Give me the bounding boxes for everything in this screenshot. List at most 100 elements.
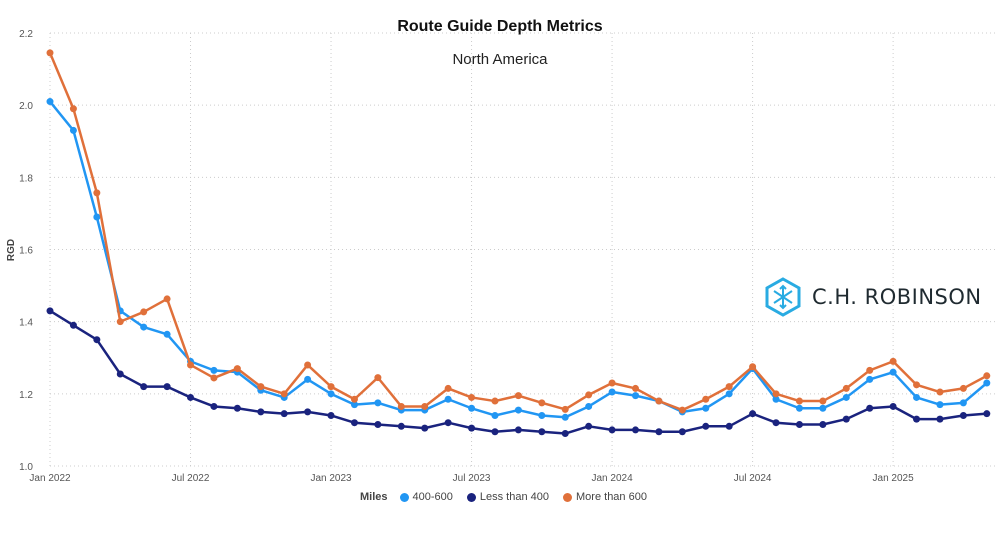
data-point xyxy=(842,393,850,401)
y-tick-label: 1.6 xyxy=(19,246,33,257)
data-point xyxy=(93,189,101,197)
data-point xyxy=(69,321,77,329)
data-point xyxy=(725,422,733,430)
data-point xyxy=(866,375,874,383)
data-point xyxy=(468,424,476,432)
data-point xyxy=(608,388,616,396)
data-point xyxy=(608,426,616,434)
data-point xyxy=(632,384,639,392)
data-point xyxy=(913,393,921,401)
data-point xyxy=(444,419,452,427)
data-point xyxy=(936,388,944,396)
data-point xyxy=(233,404,241,412)
legend-item-400-600[interactable]: 400-600 xyxy=(399,491,453,503)
x-tick-label: Jul 2022 xyxy=(172,473,210,484)
y-tick-label: 1.8 xyxy=(19,173,33,184)
data-point xyxy=(725,383,733,391)
data-point xyxy=(959,384,967,392)
data-point xyxy=(210,374,218,382)
data-point xyxy=(374,421,382,429)
legend-swatch xyxy=(466,492,476,502)
data-point xyxy=(468,404,476,412)
legend-item-less-than-400[interactable]: Less than 400 xyxy=(466,491,549,503)
data-point xyxy=(374,399,382,407)
data-point xyxy=(257,383,265,391)
data-point xyxy=(585,402,593,410)
data-point xyxy=(233,365,241,373)
y-tick-label: 2.2 xyxy=(19,29,33,40)
data-point xyxy=(866,366,874,374)
data-point xyxy=(304,375,312,383)
data-point xyxy=(795,404,803,412)
series-line-more-than-600 xyxy=(48,52,988,412)
data-point xyxy=(702,422,710,430)
data-point xyxy=(163,330,171,338)
data-point xyxy=(491,411,499,419)
logo-text: C.H. ROBINSON xyxy=(812,285,982,309)
legend-item-more-than-600[interactable]: More than 600 xyxy=(563,491,647,503)
data-point xyxy=(187,361,195,369)
data-point xyxy=(93,336,101,344)
data-point xyxy=(819,421,827,429)
data-point xyxy=(468,393,476,401)
data-point xyxy=(491,428,499,436)
data-point xyxy=(819,404,827,412)
data-point xyxy=(889,368,897,376)
data-point xyxy=(936,401,944,409)
data-point xyxy=(514,406,522,414)
legend-label: More than 600 xyxy=(576,491,647,503)
data-point xyxy=(350,419,358,427)
y-tick-label: 1.2 xyxy=(19,390,33,401)
data-point xyxy=(421,424,429,432)
legend-swatch xyxy=(563,492,573,502)
data-point xyxy=(772,395,780,403)
data-point xyxy=(678,428,686,436)
data-point xyxy=(397,422,405,430)
data-point xyxy=(702,404,710,412)
data-point xyxy=(913,381,921,389)
x-tick-label: Jan 2023 xyxy=(310,473,352,484)
data-point xyxy=(421,402,429,410)
data-point xyxy=(866,404,874,412)
data-point xyxy=(350,395,358,403)
data-point xyxy=(913,415,921,423)
data-point xyxy=(585,391,593,399)
data-point xyxy=(702,395,710,403)
data-point xyxy=(163,295,171,303)
data-point xyxy=(327,383,335,391)
data-point xyxy=(210,366,218,374)
data-point xyxy=(795,421,803,429)
data-point xyxy=(819,397,827,405)
data-point xyxy=(350,401,358,409)
data-point xyxy=(889,357,897,365)
data-point xyxy=(93,213,101,221)
data-point xyxy=(163,383,171,391)
data-point xyxy=(46,49,54,57)
y-tick-label: 1.4 xyxy=(19,318,33,329)
data-point xyxy=(795,397,803,405)
data-point xyxy=(304,361,312,369)
data-point xyxy=(69,126,77,134)
data-point xyxy=(327,411,335,419)
x-tick-label: Jan 2022 xyxy=(29,473,71,484)
data-point xyxy=(561,413,569,421)
data-point xyxy=(538,399,546,407)
data-point xyxy=(772,419,780,427)
legend-swatch xyxy=(399,492,409,502)
data-point xyxy=(749,363,757,371)
data-point xyxy=(514,426,522,434)
data-point xyxy=(983,410,991,418)
data-point xyxy=(678,406,686,414)
data-point xyxy=(983,379,991,387)
data-point xyxy=(632,426,639,434)
data-point xyxy=(280,390,288,398)
data-point xyxy=(561,430,569,438)
data-point xyxy=(983,372,991,380)
ch-robinson-logo: C.H. ROBINSON xyxy=(764,277,982,317)
data-point xyxy=(889,402,897,410)
data-point xyxy=(655,397,663,405)
data-point xyxy=(46,307,54,315)
data-point xyxy=(397,402,405,410)
chart-subtitle: North America xyxy=(452,51,548,68)
